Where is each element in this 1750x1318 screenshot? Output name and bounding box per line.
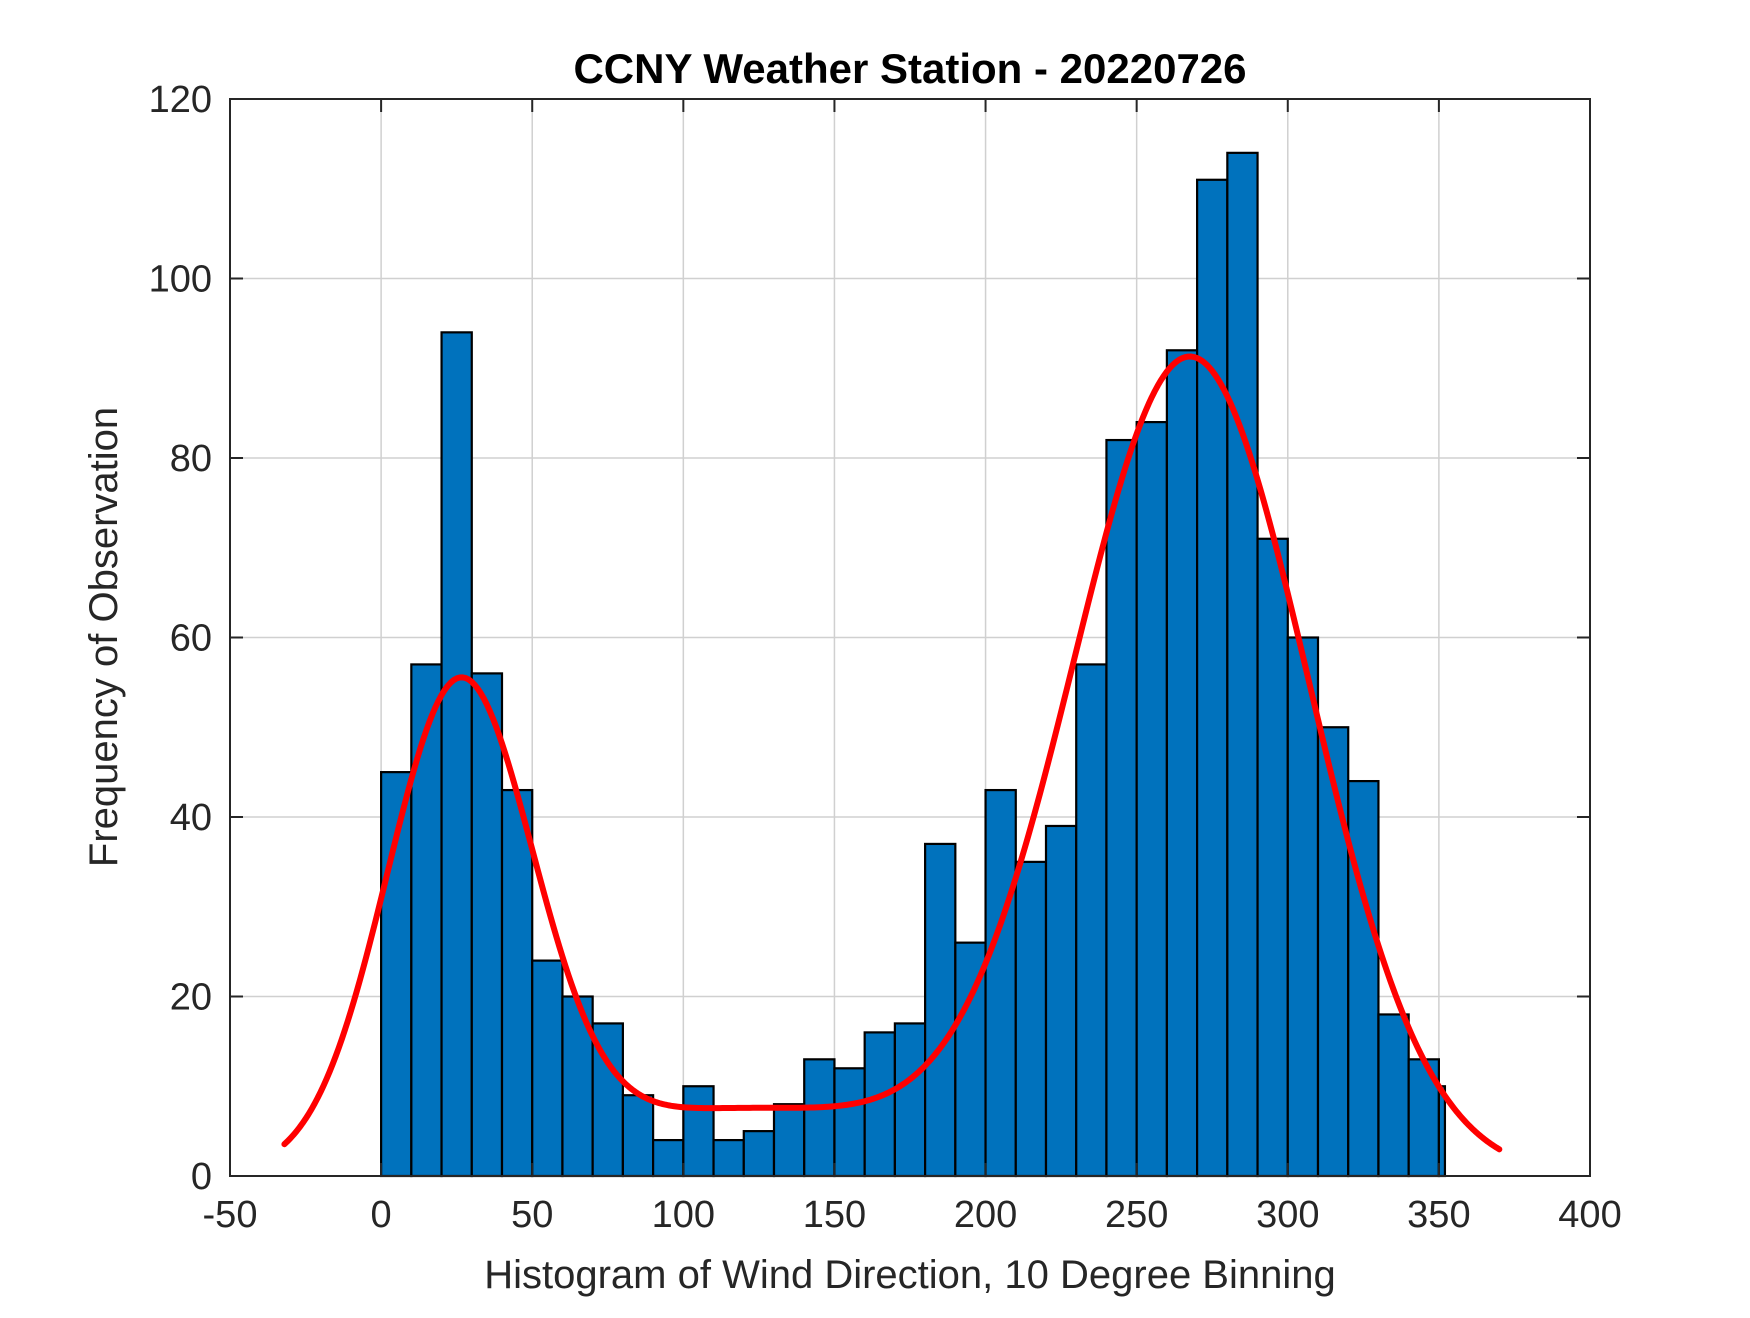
y-tick-label: 100 xyxy=(149,259,212,301)
histogram-bar xyxy=(924,842,957,1178)
histogram-bar xyxy=(1316,726,1350,1178)
x-tick-label: 100 xyxy=(652,1194,715,1236)
histogram-bar xyxy=(621,1094,655,1178)
y-tick-label: 40 xyxy=(170,797,212,839)
histogram-bar xyxy=(1075,663,1108,1178)
histogram-bar xyxy=(1377,1013,1410,1178)
histogram-bar xyxy=(893,1022,927,1178)
y-tick-label: 20 xyxy=(170,977,212,1019)
histogram-bar xyxy=(410,663,443,1178)
histogram-bar xyxy=(742,1130,776,1178)
x-tick-labels: -50 0 50 100 150 200 250 300 350 400 xyxy=(203,1194,1622,1236)
histogram-bar xyxy=(1014,860,1048,1178)
histogram-bar xyxy=(500,788,534,1178)
x-tick-label: 300 xyxy=(1256,1194,1319,1236)
x-tick-label: 0 xyxy=(371,1194,392,1236)
histogram-bar xyxy=(863,1031,896,1178)
histogram-bar xyxy=(803,1058,836,1178)
y-tick-label: 120 xyxy=(149,79,212,121)
histogram-bar xyxy=(1135,421,1168,1178)
tick-marks xyxy=(230,99,1590,1176)
histogram-bar xyxy=(1165,349,1199,1178)
x-tick-label: 200 xyxy=(954,1194,1017,1236)
histogram-bar xyxy=(1226,151,1259,1178)
histogram-bar xyxy=(1044,824,1078,1178)
x-tick-label: 350 xyxy=(1407,1194,1470,1236)
histogram-bar xyxy=(772,1103,806,1178)
y-tick-label: 80 xyxy=(170,438,212,480)
histogram-bar xyxy=(1256,537,1289,1178)
x-tick-label: 50 xyxy=(511,1194,553,1236)
histogram-bar xyxy=(1286,636,1320,1178)
x-tick-label: 150 xyxy=(803,1194,866,1236)
y-tick-labels: 0 20 40 60 80 100 120 xyxy=(149,79,212,1198)
histogram-bar xyxy=(470,672,504,1178)
histogram-bar xyxy=(833,1067,866,1178)
histogram-bar xyxy=(1347,779,1380,1178)
histogram-bar xyxy=(652,1138,685,1178)
chart-title: CCNY Weather Station - 20220726 xyxy=(573,45,1246,92)
histogram-bar xyxy=(682,1085,715,1178)
histogram-bar xyxy=(440,331,473,1178)
histogram-bar xyxy=(1196,178,1229,1178)
histogram-bar xyxy=(984,788,1017,1178)
x-tick-label: 250 xyxy=(1105,1194,1168,1236)
x-tick-label: -50 xyxy=(203,1194,258,1236)
histogram-bar xyxy=(712,1138,745,1178)
fit-curve xyxy=(281,353,1503,1153)
y-tick-label: 0 xyxy=(191,1156,212,1198)
fit-curve-group xyxy=(281,353,1503,1153)
histogram-bar xyxy=(531,959,564,1178)
x-axis-label: Histogram of Wind Direction, 10 Degree B… xyxy=(484,1253,1336,1297)
histogram-bar xyxy=(1105,438,1138,1178)
y-tick-label: 60 xyxy=(170,618,212,660)
y-axis-label: Frequency of Observation xyxy=(82,407,126,867)
x-tick-label: 400 xyxy=(1558,1194,1621,1236)
